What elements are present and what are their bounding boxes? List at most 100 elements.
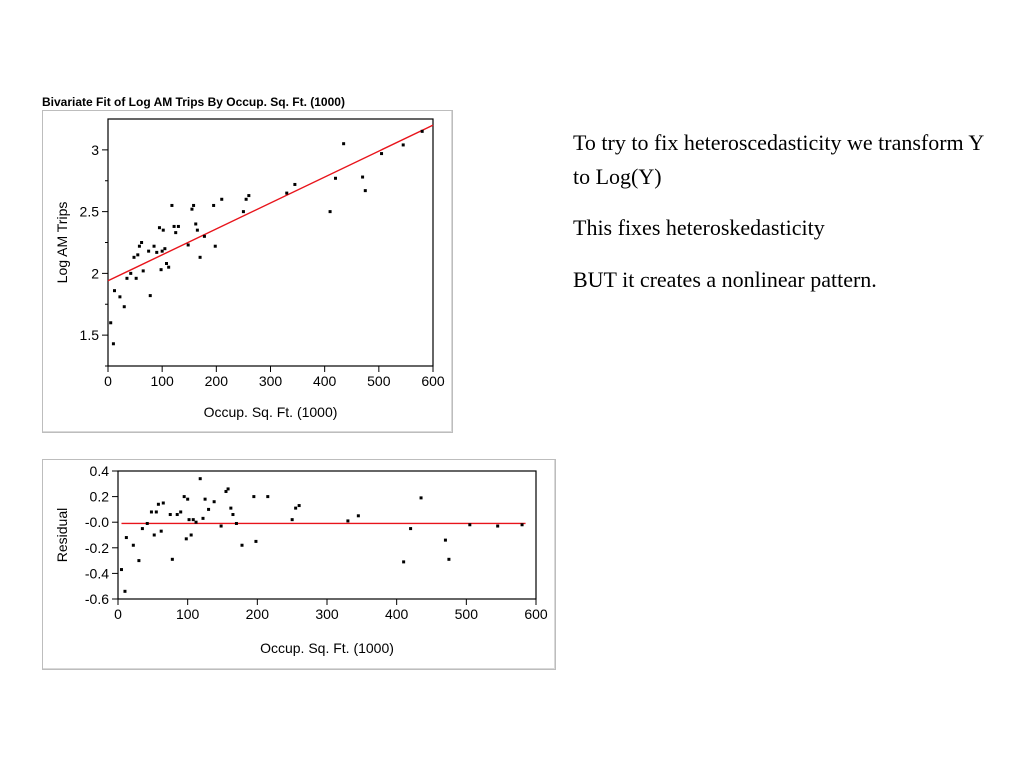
x-tick-label: 300 (259, 373, 283, 389)
data-point (125, 276, 129, 280)
bivariate-fit-plot: 0 100 200 300 400 500 600 1.5 2 2.5 3 Occup. Sq. Ft… (54, 118, 445, 420)
x-tick-label: 500 (367, 373, 391, 389)
data-point (154, 510, 158, 514)
data-point (156, 502, 160, 506)
data-point (226, 487, 230, 491)
data-point (152, 244, 156, 248)
data-point (266, 495, 270, 499)
data-point (118, 295, 122, 299)
data-point (297, 504, 301, 508)
data-point (159, 268, 163, 272)
data-point (163, 247, 167, 251)
data-point (145, 521, 149, 525)
residual-plot: 0 100 200 300 400 500 600 0.4 0.2 -0.0 -0.2 -0.4 -0.… (54, 463, 548, 656)
x-tick-label: 100 (150, 373, 174, 389)
data-point (168, 513, 172, 517)
data-point (419, 496, 423, 500)
data-point (165, 261, 168, 265)
y-tick-label: 1.5 (80, 327, 100, 343)
data-point (468, 523, 472, 527)
data-point (152, 533, 156, 537)
data-point (179, 510, 183, 514)
data-point (201, 516, 205, 520)
data-point (111, 342, 115, 346)
data-point (191, 518, 195, 522)
y-tick-label: 0.4 (90, 463, 110, 479)
data-point (132, 255, 136, 259)
data-point (160, 249, 164, 253)
slide-text-fixes: This fixes heteroskedasticity (573, 215, 825, 240)
data-point (212, 500, 216, 504)
data-point (401, 143, 405, 147)
data-point (207, 507, 211, 511)
y-tick-label: 0.2 (90, 489, 110, 505)
data-point (184, 537, 188, 541)
data-point (229, 506, 233, 510)
data-point (290, 518, 294, 522)
data-point (328, 210, 332, 214)
y-tick-label: 3 (91, 142, 99, 158)
data-point (496, 524, 500, 528)
data-point (124, 536, 128, 540)
x-tick-label: 500 (455, 606, 479, 622)
residual-panel: 0 100 200 300 400 500 600 0.4 0.2 -0.0 -0.2 -0.4 -0.… (42, 459, 556, 670)
x-tick-label: 0 (104, 373, 112, 389)
data-point (186, 497, 190, 501)
data-point (234, 521, 238, 525)
data-point (147, 249, 151, 253)
data-point (122, 305, 126, 309)
data-point (194, 222, 198, 226)
x-axis-label: Occup. Sq. Ft. (1000) (204, 404, 338, 420)
x-tick-label: 100 (176, 606, 200, 622)
fit-line (107, 124, 434, 282)
slide-text-heteroscedasticity: To try to fix heteroscedasticity we tran… (573, 130, 984, 189)
y-tick-label: -0.6 (85, 591, 109, 607)
data-point (129, 271, 133, 275)
data-point (182, 495, 186, 499)
data-point (189, 533, 193, 537)
data-point (361, 175, 365, 179)
plot-frame (107, 118, 434, 367)
x-axis-label: Occup. Sq. Ft. (1000) (260, 640, 394, 656)
data-point (252, 495, 256, 499)
data-point (402, 560, 406, 564)
data-point (175, 513, 179, 517)
data-point (161, 228, 165, 232)
data-point (137, 559, 141, 563)
y-tick-label: -0.2 (85, 540, 109, 556)
data-point (186, 243, 190, 247)
data-point (520, 523, 524, 527)
data-point (241, 210, 245, 214)
plot-frame (117, 470, 537, 600)
data-point (202, 234, 206, 238)
y-axis-label: Residual (54, 508, 70, 562)
chart-title: Bivariate Fit of Log AM Trips By Occup. … (42, 95, 345, 109)
data-point (109, 321, 113, 325)
data-point (409, 527, 413, 531)
data-point (294, 506, 298, 510)
data-point (224, 489, 228, 493)
bivariate-fit-panel: 0 100 200 300 400 500 600 1.5 2 2.5 3 Occup. Sq. Ft… (42, 110, 453, 433)
data-point (176, 224, 180, 228)
data-point (170, 557, 174, 561)
data-point (247, 194, 251, 198)
x-tick-label: 0 (114, 606, 122, 622)
data-point (148, 294, 152, 298)
data-point (346, 519, 350, 523)
data-point (342, 142, 346, 146)
x-tick-label: 600 (524, 606, 548, 622)
data-point (285, 191, 289, 195)
y-tick-label: 2.5 (80, 204, 100, 220)
y-tick-label: 2 (91, 265, 99, 281)
data-point (159, 529, 163, 533)
x-tick-label: 200 (205, 373, 229, 389)
data-point (194, 520, 198, 524)
data-point (167, 265, 171, 269)
data-point (198, 477, 202, 481)
data-point (149, 510, 153, 514)
data-point (192, 203, 196, 207)
data-point (293, 182, 297, 186)
data-point (131, 543, 135, 547)
data-point (134, 276, 138, 280)
data-point (155, 250, 159, 254)
